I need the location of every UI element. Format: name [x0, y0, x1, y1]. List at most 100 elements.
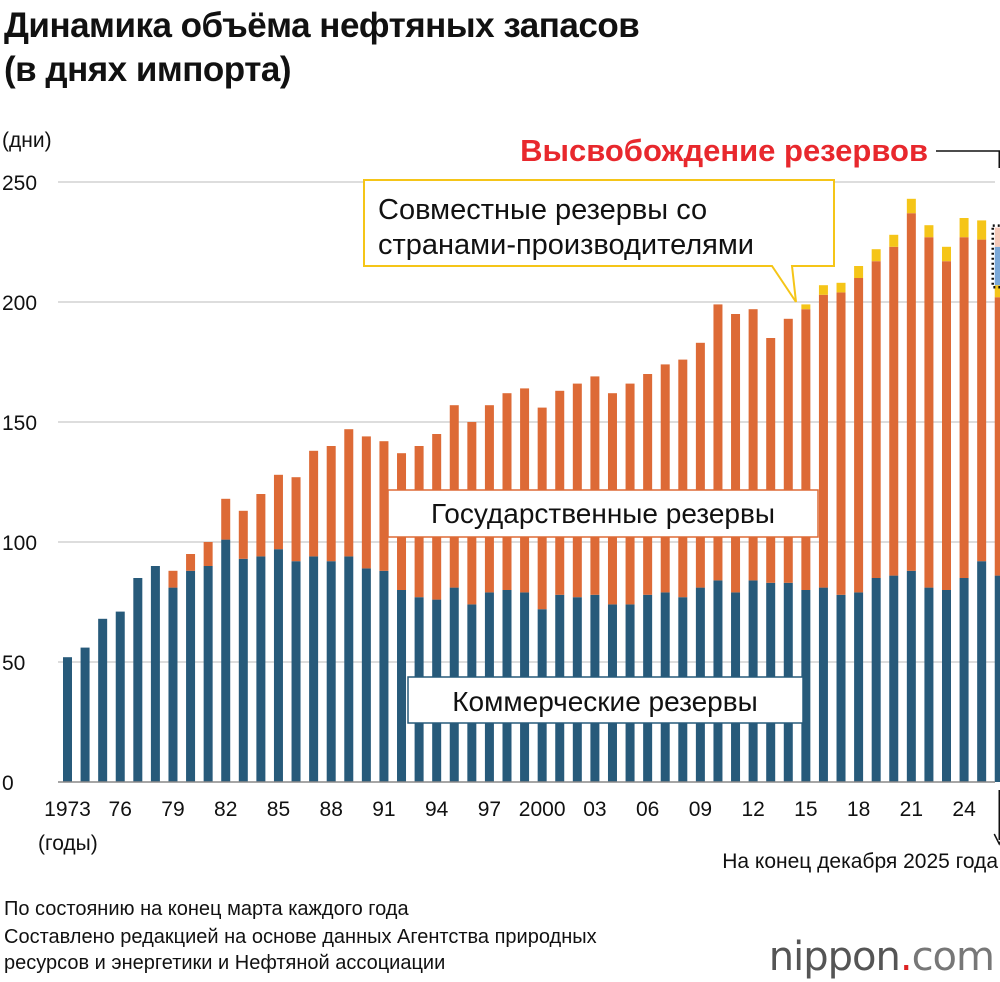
- bar-government: [291, 477, 301, 562]
- bar-commercial: [80, 647, 90, 782]
- joint-reserves-callout: [363, 179, 835, 303]
- bar-government: [379, 441, 389, 571]
- bar-joint: [836, 282, 846, 293]
- bar-government: [906, 213, 916, 571]
- bar-government: [924, 237, 934, 588]
- bar-government: [238, 510, 248, 559]
- x-axis-label: (годы): [38, 832, 98, 855]
- y-tick-label: 150: [2, 412, 37, 435]
- bar-commercial: [203, 566, 213, 782]
- bar-commercial: [959, 578, 969, 782]
- bar-commercial: [344, 556, 354, 782]
- bar-government: [256, 494, 266, 557]
- bar-government: [203, 542, 213, 566]
- bar-commercial: [836, 594, 846, 782]
- bar-commercial: [168, 587, 178, 782]
- joint-reserves-label-line2: странами-производителями: [378, 229, 754, 261]
- bar-joint: [906, 198, 916, 214]
- bar-commercial: [397, 590, 407, 782]
- y-tick-label: 50: [2, 652, 25, 675]
- bar-commercial: [133, 578, 143, 782]
- bar-government: [273, 474, 283, 550]
- bar-joint: [801, 304, 811, 310]
- bar-government: [748, 309, 758, 581]
- x-tick-label: 09: [689, 798, 712, 821]
- logo-tld: com: [911, 934, 995, 980]
- bar-government: [959, 237, 969, 578]
- bar-government: [836, 292, 846, 595]
- y-tick-label: 100: [2, 532, 37, 555]
- x-tick-label: 15: [794, 798, 817, 821]
- bar-government: [361, 436, 371, 569]
- bar-commercial: [291, 561, 301, 782]
- release-leader-line: [936, 150, 1000, 168]
- joint-reserves-label-line1: Совместные резервы со: [378, 194, 707, 226]
- bar-commercial: [150, 566, 160, 782]
- bar-commercial: [186, 570, 196, 782]
- bar-joint: [924, 225, 934, 238]
- government-reserves-box: [387, 489, 819, 538]
- bar-commercial: [889, 575, 899, 782]
- chart-title: Динамика объёма нефтяных запасов (в днях…: [4, 4, 640, 92]
- bar-release-commercial: [994, 246, 1000, 286]
- x-tick-label: 03: [583, 798, 606, 821]
- bar-commercial: [379, 570, 389, 782]
- bar-government: [942, 261, 951, 590]
- x-tick-label: 76: [109, 798, 132, 821]
- x-tick-label: 06: [636, 798, 659, 821]
- x-tick-label: 12: [741, 798, 764, 821]
- x-tick-label: 97: [478, 798, 501, 821]
- x-tick-label: 79: [161, 798, 184, 821]
- bar-commercial: [801, 590, 811, 782]
- bar-government: [221, 498, 231, 540]
- y-tick-label: 0: [2, 772, 14, 795]
- bar-commercial: [994, 575, 1000, 782]
- bar-commercial: [942, 590, 951, 782]
- bar-commercial: [273, 549, 283, 782]
- bar-commercial: [115, 611, 125, 782]
- chart-title-line2: (в днях импорта): [4, 50, 291, 89]
- end-note-arrow-head: [993, 833, 1000, 846]
- y-axis-label: (дни): [2, 129, 52, 152]
- bar-government: [695, 342, 705, 588]
- bar-government: [643, 374, 653, 595]
- y-tick-label: 250: [2, 172, 37, 195]
- bar-commercial: [326, 561, 336, 782]
- logo-dot: .: [899, 934, 913, 980]
- bar-joint: [959, 218, 969, 238]
- bar-government: [326, 446, 336, 562]
- chart-title-line1: Динамика объёма нефтяных запасов: [4, 6, 640, 45]
- bar-joint: [889, 234, 899, 247]
- x-tick-label: 94: [425, 798, 449, 821]
- bar-joint: [994, 285, 1000, 298]
- bar-commercial: [98, 618, 108, 782]
- x-tick-label: 82: [214, 798, 237, 821]
- x-tick-label: 1973: [44, 798, 91, 821]
- bar-government: [344, 429, 354, 557]
- commercial-reserves-label: Коммерческие резервы: [452, 686, 758, 717]
- bar-joint: [854, 266, 864, 278]
- bar-joint: [871, 249, 881, 262]
- x-tick-label: 24: [952, 798, 976, 821]
- bar-commercial: [63, 657, 72, 782]
- bar-commercial: [977, 561, 987, 782]
- bar-government: [977, 239, 987, 562]
- bar-government: [994, 297, 1000, 576]
- x-tick-label: 91: [372, 798, 395, 821]
- bar-government: [186, 554, 196, 571]
- bar-commercial: [871, 578, 881, 782]
- bar-government: [889, 246, 899, 576]
- bar-commercial: [854, 592, 864, 782]
- footnote-source-1: Составлено редакцией на основе данных Аг…: [4, 926, 597, 948]
- nippon-logo: nippon.com: [769, 934, 995, 980]
- bar-release-government: [994, 227, 1000, 247]
- bar-joint: [977, 220, 987, 240]
- bar-commercial: [256, 556, 266, 782]
- bar-joint: [942, 246, 951, 262]
- bar-government: [854, 278, 864, 593]
- bar-government: [871, 261, 881, 578]
- release-label: Высвобождение резервов: [520, 133, 928, 168]
- bar-government: [766, 338, 776, 583]
- x-tick-label: 85: [267, 798, 290, 821]
